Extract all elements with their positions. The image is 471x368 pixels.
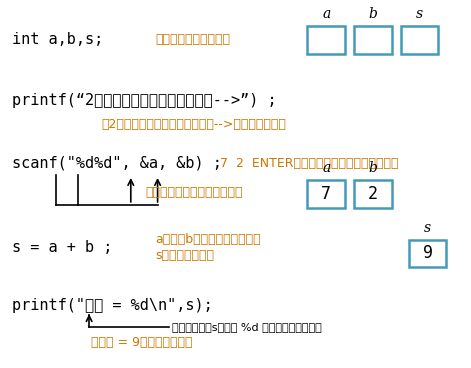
Text: s: s xyxy=(416,7,423,21)
Bar xyxy=(401,26,439,54)
Text: 7  2  ENTER　とキーボードから入力すると: 7 2 ENTER とキーボードから入力すると xyxy=(220,157,398,170)
Text: sにセットされる: sにセットされる xyxy=(155,249,215,262)
Text: 「合計 = 9」と表示される: 「合計 = 9」と表示される xyxy=(91,336,193,349)
Text: printf(“2つの整数を入力してください-->”) ;: printf(“2つの整数を入力してください-->”) ; xyxy=(12,93,276,108)
Text: a: a xyxy=(322,7,331,21)
Bar xyxy=(354,26,392,54)
Text: 「2つの整数を入力してください-->」と表示される: 「2つの整数を入力してください-->」と表示される xyxy=(101,118,286,131)
Bar xyxy=(308,180,345,208)
Text: その時点でのsの値が %d の位置に出力される: その時点でのsの値が %d の位置に出力される xyxy=(172,322,322,332)
Text: s = a + b ;: s = a + b ; xyxy=(12,240,112,255)
Text: aの値とbの値を加えた結果が: aの値とbの値を加えた結果が xyxy=(155,233,261,246)
Text: メモリーが準備される: メモリーが準備される xyxy=(155,33,231,46)
Bar xyxy=(354,180,392,208)
Text: 値がメモリーにセットされる: 値がメモリーにセットされる xyxy=(146,187,243,199)
Text: b: b xyxy=(368,161,377,175)
Text: s: s xyxy=(424,220,431,235)
Text: 2: 2 xyxy=(368,185,378,203)
Text: int a,b,s;: int a,b,s; xyxy=(12,32,103,47)
Text: printf("合計 = %d\n",s);: printf("合計 = %d\n",s); xyxy=(12,298,212,312)
Text: scanf("%d%d", &a, &b) ;: scanf("%d%d", &a, &b) ; xyxy=(12,156,221,171)
Text: 9: 9 xyxy=(422,244,432,262)
Bar xyxy=(308,26,345,54)
Text: b: b xyxy=(368,7,377,21)
Bar xyxy=(409,240,447,268)
Text: a: a xyxy=(322,161,331,175)
Text: 7: 7 xyxy=(321,185,331,203)
